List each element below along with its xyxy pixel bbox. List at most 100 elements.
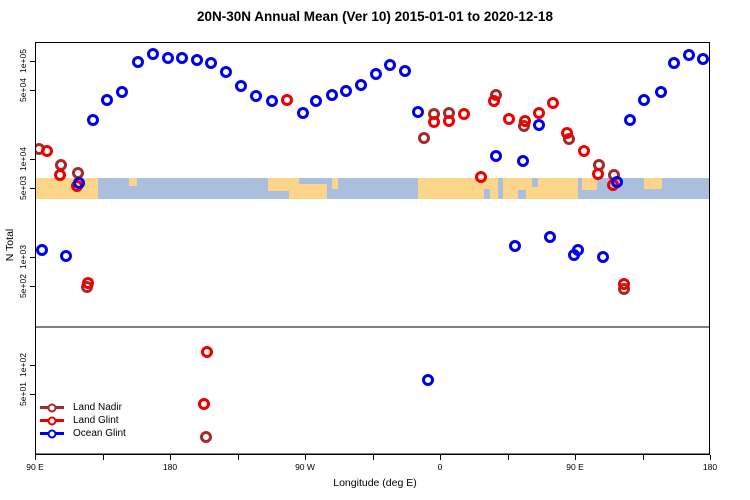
panel-separator-line bbox=[36, 326, 709, 328]
x-tick-label: 90 W bbox=[295, 462, 315, 472]
data-point-land-glint bbox=[519, 115, 531, 128]
map-band-land bbox=[332, 178, 338, 189]
data-point-ocean-glint bbox=[421, 374, 434, 387]
data-point-land-glint bbox=[487, 95, 500, 108]
data-point-ocean-glint bbox=[310, 94, 323, 107]
data-point-land-glint bbox=[502, 113, 515, 126]
map-band-water-inlet bbox=[484, 188, 490, 199]
data-point-ocean-glint bbox=[384, 59, 396, 72]
data-point-ocean-glint bbox=[624, 114, 636, 127]
x-tick-label: 180 bbox=[162, 462, 178, 472]
data-point-land-glint bbox=[40, 145, 53, 157]
data-point-ocean-glint bbox=[60, 249, 72, 262]
legend-label: Land Nadir bbox=[73, 402, 122, 413]
x-tick-label: 180 bbox=[702, 462, 718, 472]
y-tick-label: 1e+04 bbox=[18, 146, 28, 171]
data-point-land-glint bbox=[561, 126, 573, 139]
data-point-ocean-glint bbox=[490, 150, 503, 163]
map-band-land bbox=[129, 178, 137, 187]
data-point-ocean-glint bbox=[162, 51, 174, 64]
data-point-land-glint bbox=[280, 93, 293, 106]
y-axis-tick bbox=[30, 393, 35, 395]
plot-area bbox=[35, 42, 710, 455]
y-tick-label: 1e+03 bbox=[18, 244, 28, 269]
data-point-ocean-glint bbox=[667, 56, 680, 69]
data-point-ocean-glint bbox=[297, 107, 309, 120]
data-point-land-nadir bbox=[418, 132, 431, 145]
data-point-ocean-glint bbox=[610, 176, 623, 189]
data-point-ocean-glint bbox=[412, 105, 425, 118]
data-point-ocean-glint bbox=[100, 93, 113, 106]
map-band-land bbox=[36, 178, 98, 199]
data-point-ocean-glint bbox=[517, 155, 530, 167]
x-axis-tick bbox=[440, 455, 441, 460]
data-point-land-glint bbox=[442, 115, 455, 128]
data-point-ocean-glint bbox=[340, 85, 353, 98]
data-point-ocean-glint bbox=[508, 239, 521, 252]
legend-item: Land Nadir bbox=[40, 401, 126, 414]
data-point-land-glint bbox=[618, 277, 630, 290]
y-axis-tick bbox=[30, 286, 35, 288]
data-point-ocean-glint bbox=[355, 79, 368, 92]
data-point-ocean-glint bbox=[370, 68, 383, 81]
legend-label: Ocean Glint bbox=[73, 428, 126, 439]
data-point-land-glint bbox=[201, 345, 213, 358]
data-point-land-glint bbox=[577, 145, 590, 157]
y-tick-label: 1e+05 bbox=[18, 49, 28, 73]
legend: Land Nadir Land Glint Ocean Glint bbox=[40, 401, 126, 440]
data-point-land-glint bbox=[475, 170, 488, 183]
data-point-ocean-glint bbox=[175, 51, 188, 64]
x-axis-tick bbox=[35, 455, 36, 460]
y-axis-tick bbox=[30, 158, 35, 160]
data-point-ocean-glint bbox=[265, 94, 278, 107]
y-axis-tick bbox=[30, 61, 35, 62]
data-point-land-glint bbox=[54, 168, 66, 181]
data-point-ocean-glint bbox=[697, 53, 709, 66]
data-point-ocean-glint bbox=[147, 47, 159, 60]
data-point-land-glint bbox=[592, 167, 605, 180]
x-axis-tick bbox=[305, 455, 306, 460]
legend-item: Land Glint bbox=[40, 414, 126, 427]
map-band-land bbox=[582, 178, 597, 190]
y-tick-label: 5e+03 bbox=[18, 176, 28, 201]
map-band-land bbox=[289, 184, 327, 199]
legend-label: Land Glint bbox=[73, 415, 119, 426]
y-axis-tick bbox=[30, 256, 35, 258]
data-point-ocean-glint bbox=[325, 88, 338, 101]
map-band-water-inlet bbox=[498, 178, 503, 199]
legend-line-marker bbox=[40, 429, 64, 438]
chart-title: 20N-30N Annual Mean (Ver 10) 2015-01-01 … bbox=[197, 9, 553, 24]
data-point-land-glint bbox=[198, 398, 210, 411]
data-point-land-glint bbox=[82, 276, 95, 289]
x-tick-label: 90 E bbox=[566, 462, 584, 472]
data-point-ocean-glint bbox=[115, 86, 128, 99]
x-axis-tick bbox=[507, 455, 509, 460]
data-point-ocean-glint bbox=[190, 53, 203, 66]
x-tick-label: 90 E bbox=[26, 462, 44, 472]
data-point-land-glint bbox=[427, 116, 440, 129]
data-point-land-nadir bbox=[199, 431, 212, 444]
data-point-ocean-glint bbox=[220, 66, 233, 78]
data-point-ocean-glint bbox=[637, 93, 650, 106]
data-point-land-glint bbox=[532, 106, 545, 119]
x-tick-label: 0 bbox=[437, 462, 443, 472]
data-point-ocean-glint bbox=[73, 176, 86, 189]
x-axis-tick bbox=[575, 455, 576, 460]
data-point-ocean-glint bbox=[544, 230, 557, 243]
y-tick-label: 5e+04 bbox=[18, 78, 28, 103]
legend-line-marker bbox=[40, 416, 64, 425]
data-point-land-glint bbox=[547, 97, 560, 110]
y-tick-label: 1e+02 bbox=[18, 353, 28, 377]
data-point-ocean-glint bbox=[571, 243, 584, 256]
y-axis-tick bbox=[30, 188, 35, 190]
x-axis-tick bbox=[102, 455, 104, 460]
data-point-ocean-glint bbox=[235, 79, 248, 92]
legend-item: Ocean Glint bbox=[40, 427, 126, 440]
y-axis-tick bbox=[30, 90, 35, 92]
legend-line-marker bbox=[40, 403, 64, 412]
map-band-water-inlet bbox=[532, 178, 538, 188]
x-axis-tick bbox=[710, 455, 711, 460]
data-point-ocean-glint bbox=[250, 89, 263, 102]
x-axis-tick bbox=[642, 455, 644, 460]
